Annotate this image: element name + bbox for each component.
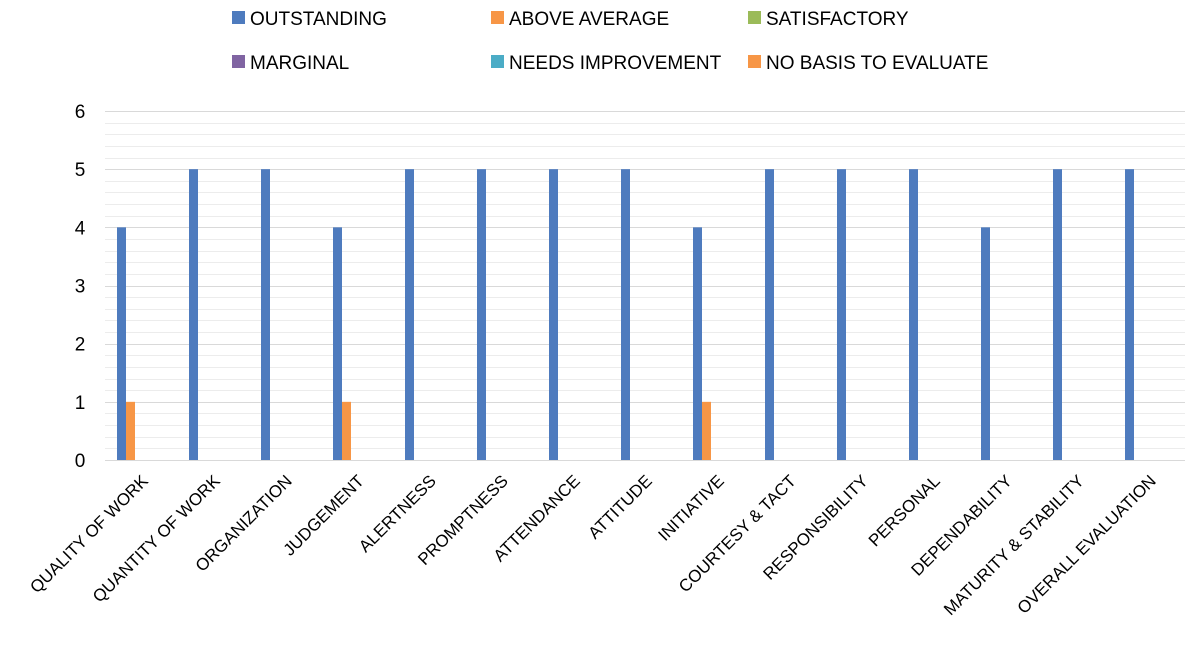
legend-swatch-above-average — [491, 11, 504, 24]
legend-label-satisfactory: SATISFACTORY — [766, 9, 909, 30]
y-axis: 0 1 2 3 4 5 6 — [75, 102, 86, 472]
x-tick-label: INITIATIVE — [654, 471, 727, 544]
y-tick-label: 2 — [75, 335, 86, 356]
bar-above-average-initiative — [702, 401, 711, 460]
y-tick-label: 4 — [75, 218, 86, 239]
x-tick-label: MATURITY & STABILITY — [940, 471, 1088, 619]
legend-label-outstanding: OUTSTANDING — [250, 9, 387, 30]
y-tick-label: 6 — [75, 102, 86, 123]
bar-outstanding-attendance — [549, 169, 558, 460]
bar-outstanding-quantity-of-work — [189, 169, 198, 460]
legend-swatch-outstanding — [232, 11, 245, 24]
bar-outstanding-maturity-and-stability — [1053, 169, 1062, 460]
bar-outstanding-judgement — [333, 227, 342, 460]
bar-above-average-quality-of-work — [126, 401, 135, 460]
bar-outstanding-initiative — [693, 227, 702, 460]
x-tick-label: QUALITY OF WORK — [26, 471, 152, 597]
bar-outstanding-quality-of-work — [117, 227, 126, 460]
legend-swatch-satisfactory — [748, 11, 761, 24]
y-tick-label: 3 — [75, 277, 86, 298]
legend-label-marginal: MARGINAL — [250, 53, 349, 74]
y-tick-label: 1 — [75, 393, 86, 414]
y-tick-label: 5 — [75, 160, 86, 181]
x-tick-label: OVERALL EVALUATION — [1014, 471, 1160, 617]
bar-above-average-judgement — [342, 401, 351, 460]
legend: OUTSTANDING ABOVE AVERAGE SATISFACTORY MARG… — [232, 9, 988, 74]
x-tick-label: ATTITUDE — [585, 471, 656, 542]
x-tick-label: PERSONAL — [865, 471, 944, 550]
bars — [117, 169, 1134, 460]
bar-outstanding-promptness — [477, 169, 486, 460]
legend-swatch-no-basis-to-evaluate — [748, 55, 761, 68]
legend-swatch-marginal — [232, 55, 245, 68]
legend-label-above-average: ABOVE AVERAGE — [509, 9, 669, 30]
bar-outstanding-overall-evaluation — [1125, 169, 1134, 460]
bar-outstanding-attitude — [621, 169, 630, 460]
x-tick-label: COURTESY & TACT — [675, 471, 800, 596]
x-tick-label: QUANTITY OF WORK — [89, 471, 224, 606]
bar-outstanding-alertness — [405, 169, 414, 460]
bar-outstanding-personal — [909, 169, 918, 460]
legend-label-needs-improvement: NEEDS IMPROVEMENT — [509, 53, 722, 74]
bar-outstanding-responsibility — [837, 169, 846, 460]
bar-outstanding-courtesy-and-tact — [765, 169, 774, 460]
bar-outstanding-organization — [261, 169, 270, 460]
bar-outstanding-dependability — [981, 227, 990, 460]
legend-label-no-basis-to-evaluate: NO BASIS TO EVALUATE — [766, 53, 988, 74]
gridlines — [105, 111, 1185, 461]
legend-swatch-needs-improvement — [491, 55, 504, 68]
y-tick-label: 0 — [75, 451, 86, 472]
